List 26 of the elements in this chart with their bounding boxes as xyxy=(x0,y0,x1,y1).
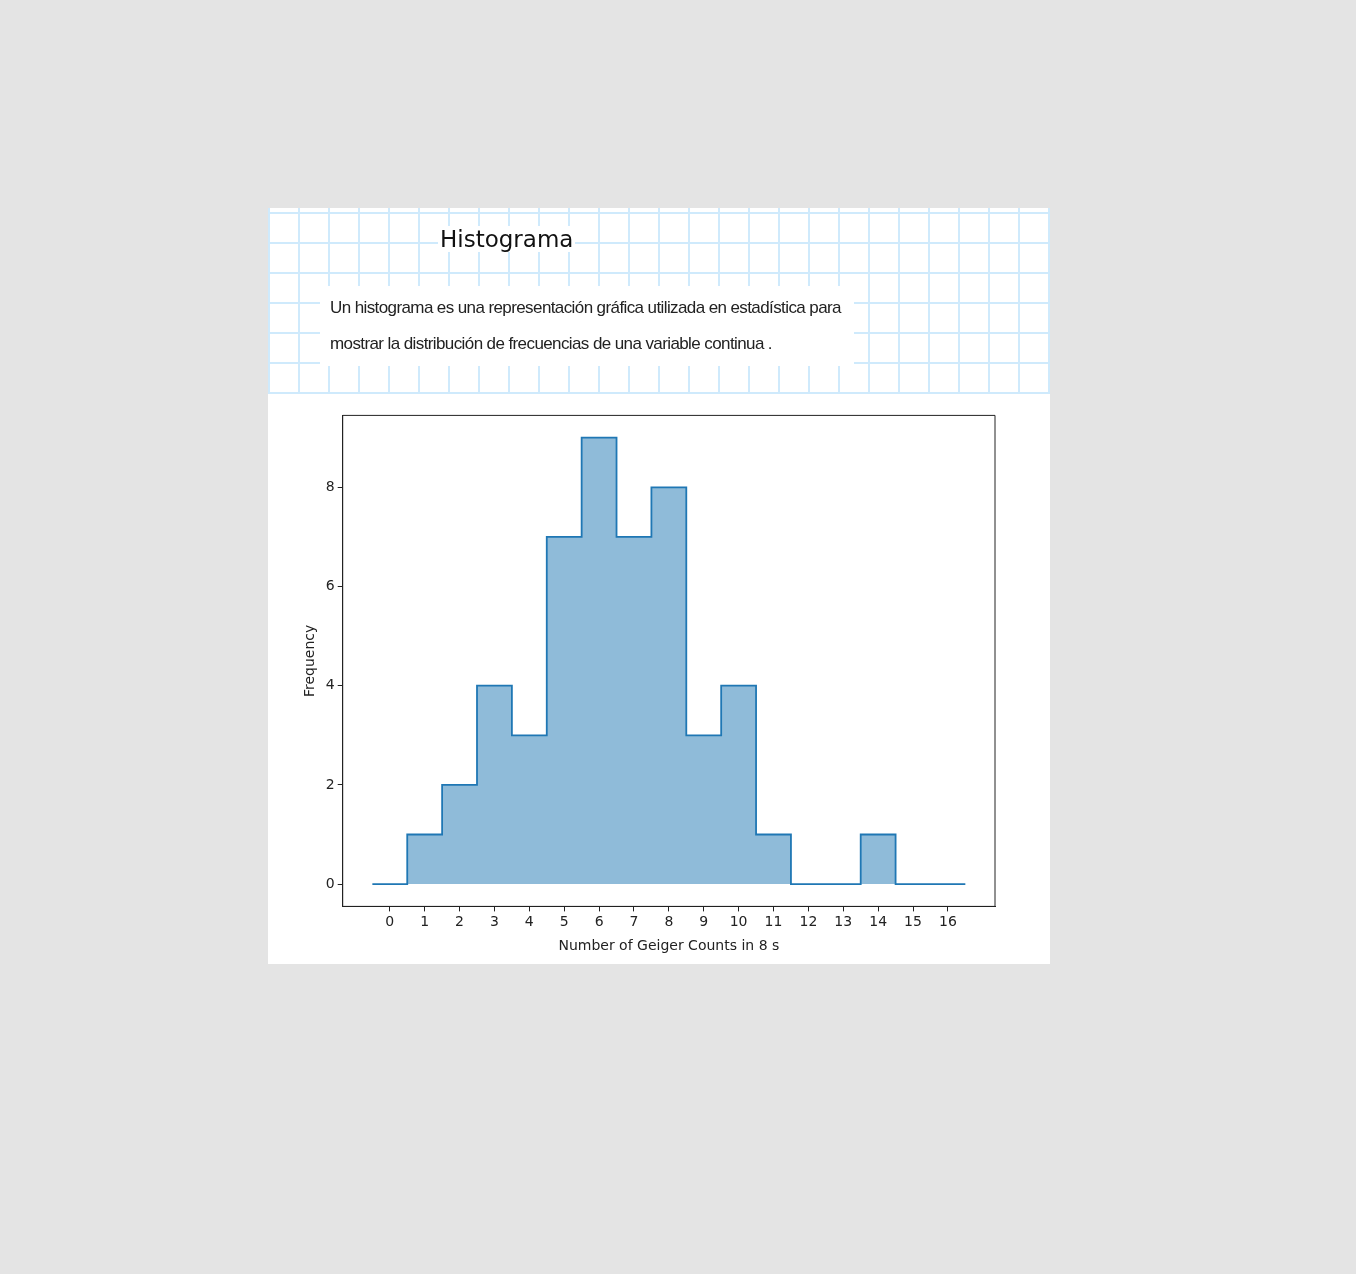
chart-title: Histograma xyxy=(438,226,576,252)
x-tick-label: 7 xyxy=(629,913,639,930)
y-tick-label: 8 xyxy=(325,477,335,494)
x-tick-label: 3 xyxy=(489,913,499,930)
x-tick-label: 11 xyxy=(764,913,783,930)
x-tick-label: 13 xyxy=(834,913,853,930)
x-tick-label: 5 xyxy=(559,913,569,930)
x-tick-label: 2 xyxy=(455,913,465,930)
x-tick-label: 6 xyxy=(594,913,604,930)
y-tick-label: 6 xyxy=(325,577,335,594)
chart-subtitle: Un histograma es una representación gráfica utilizada en estadística para mostrar la distribución de frecuencias de una variable continua . xyxy=(320,286,854,366)
x-tick-label: 14 xyxy=(869,913,888,930)
y-axis-title: Frequency xyxy=(301,624,318,698)
x-tick-label: 15 xyxy=(904,913,922,930)
y-tick-label: 0 xyxy=(325,874,335,891)
x-tick-label: 10 xyxy=(729,913,748,930)
x-tick-label: 12 xyxy=(799,913,818,930)
x-tick-label: 16 xyxy=(939,913,957,930)
x-tick-label: 1 xyxy=(420,913,430,930)
x-tick-label: 8 xyxy=(664,913,674,930)
y-tick-label: 4 xyxy=(325,676,335,693)
x-tick-label: 4 xyxy=(524,913,534,930)
x-axis-title: Number of Geiger Counts in 8 s xyxy=(558,937,780,954)
x-tick-label: 0 xyxy=(385,913,395,930)
y-tick-label: 2 xyxy=(325,775,335,792)
x-tick-label: 9 xyxy=(699,913,709,930)
